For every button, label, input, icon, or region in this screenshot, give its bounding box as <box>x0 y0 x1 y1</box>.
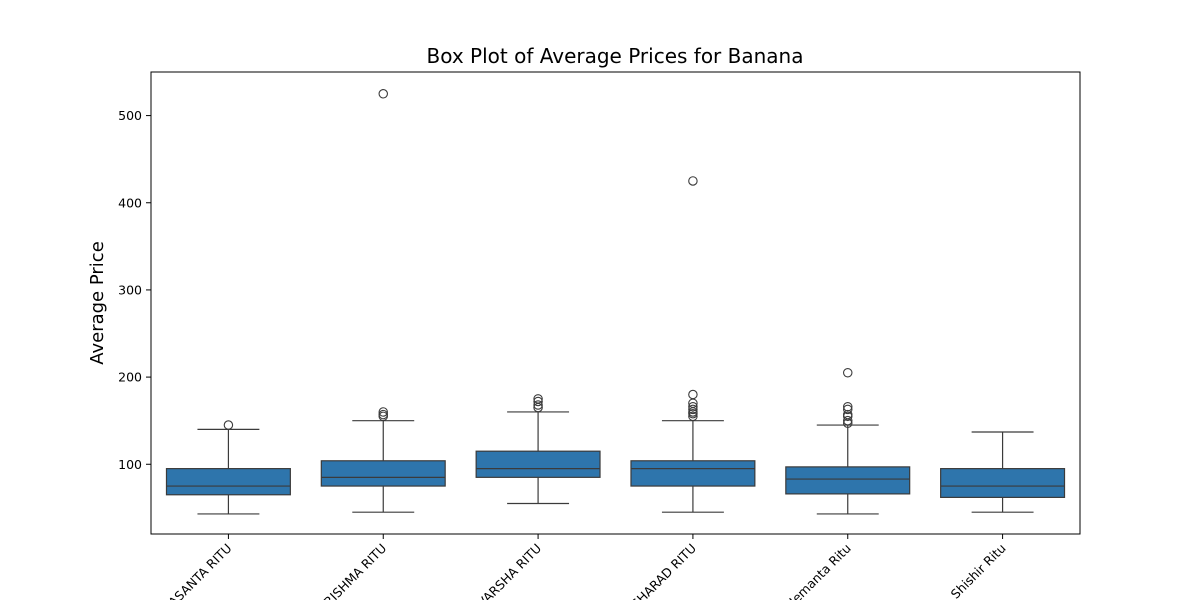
y-tick-label: 300 <box>118 282 142 297</box>
box-group: Shishir Ritu <box>940 431 1066 600</box>
iqr-box <box>940 468 1066 498</box>
outlier-point <box>842 367 853 378</box>
outlier-point <box>688 404 698 415</box>
iqr-box <box>785 466 911 495</box>
iqr-box <box>320 460 446 487</box>
outlier-point <box>842 415 853 426</box>
box-group: VASANTA RITU <box>160 420 291 600</box>
box-group: SHARAD RITU <box>628 176 756 600</box>
y-tick-label: 500 <box>118 108 142 123</box>
box-group: VARSHA RITU <box>474 394 601 600</box>
plot-frame <box>150 71 1081 535</box>
iqr-box <box>475 450 601 478</box>
x-tick-label: Hemanta Ritu <box>782 541 854 600</box>
outlier-point <box>533 400 543 410</box>
y-axis-label: Average Price <box>87 241 108 365</box>
x-tick-label: VARSHA RITU <box>474 541 544 600</box>
y-tick-label: 100 <box>118 457 142 472</box>
y-tick-label: 400 <box>118 195 142 210</box>
outlier-point <box>533 394 543 404</box>
iqr-box <box>630 460 756 487</box>
y-tick-label: 200 <box>118 370 142 385</box>
outlier-point <box>842 409 853 420</box>
box-group: GRISHMA RITU <box>314 89 446 600</box>
plot-area: 100 200 300 400 500 VASANTA RITU GRISHMA RITU V… <box>118 89 1066 600</box>
outlier-point <box>378 409 388 420</box>
outlier-point <box>688 389 698 400</box>
outlier-point <box>688 176 698 186</box>
outlier-point <box>688 411 698 422</box>
x-tick-label: SHARAD RITU <box>628 541 699 600</box>
x-tick-label: VASANTA RITU <box>160 541 235 600</box>
outlier-point <box>378 89 388 99</box>
outlier-point <box>688 401 698 412</box>
x-tick-label: Shishir Ritu <box>948 541 1009 600</box>
outlier-point <box>842 404 853 415</box>
x-tick-label: GRISHMA RITU <box>314 541 390 600</box>
outlier-point <box>378 407 388 417</box>
outlier-point <box>223 420 234 430</box>
chart-title: Box Plot of Average Prices for Banana <box>427 44 804 68</box>
outlier-point <box>533 396 543 407</box>
box-group: Hemanta Ritu <box>782 367 911 600</box>
outlier-point <box>842 401 853 412</box>
iqr-box <box>165 468 291 496</box>
